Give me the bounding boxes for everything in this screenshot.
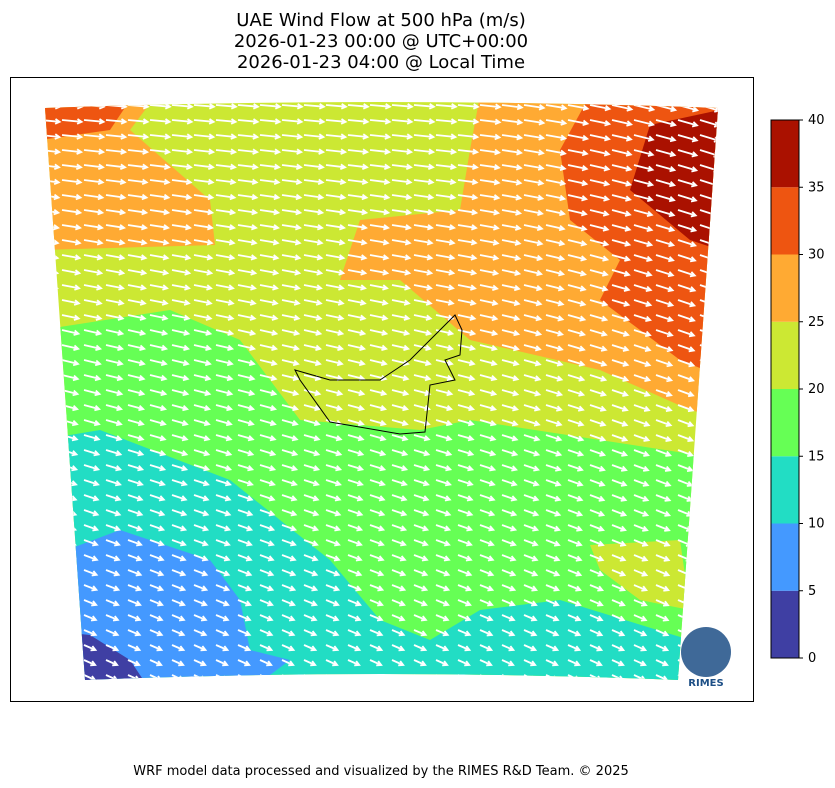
logo-text: RIMES	[688, 678, 723, 689]
colorbar-tick-label: 40	[808, 113, 825, 128]
uae-border	[294, 314, 463, 435]
logo-emblem	[681, 627, 731, 677]
title-line: 2026-01-23 04:00 @ Local Time	[237, 52, 525, 73]
colorbar-tick-label: 10	[808, 517, 825, 532]
colorbar-bin	[771, 120, 799, 188]
colorbar-bin	[771, 254, 799, 322]
footer: WRF model data processed and visualized …	[133, 764, 629, 779]
colorbar-bin	[771, 389, 799, 457]
title-line: UAE Wind Flow at 500 hPa (m/s)	[236, 10, 525, 31]
colorbar: 0 5 10 15 20 25 30 35 40	[770, 113, 825, 666]
map-frame	[10, 77, 754, 702]
colorbar-bin	[771, 187, 799, 255]
colorbar-tick-label: 5	[808, 584, 816, 599]
colorbar-tick-label: 30	[808, 248, 825, 263]
colorbar-tick-label: 0	[808, 651, 816, 666]
colorbar-tick-label: 35	[808, 180, 825, 195]
colorbar-bin	[771, 321, 799, 389]
colorbar-bin	[771, 456, 799, 524]
colorbar-tick-label: 15	[808, 449, 825, 464]
title-line: 2026-01-23 00:00 @ UTC+00:00	[234, 31, 528, 52]
wind-field	[45, 102, 718, 680]
speed-region	[590, 540, 690, 610]
speed-region	[630, 110, 718, 250]
colorbar-bin	[771, 590, 799, 658]
colorbar-tick-label: 25	[808, 315, 825, 330]
colorbar-tick-label: 20	[808, 382, 825, 397]
colorbar-bin	[771, 523, 799, 591]
